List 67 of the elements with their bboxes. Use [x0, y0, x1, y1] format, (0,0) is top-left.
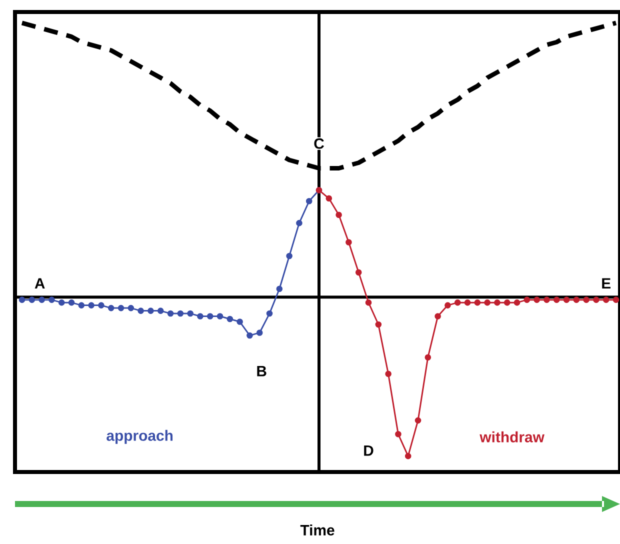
point: [563, 296, 570, 303]
annotation: D: [364, 445, 374, 456]
point: [296, 220, 302, 226]
point: [177, 310, 184, 317]
point: [375, 321, 382, 328]
point: [583, 296, 590, 303]
annotation: C: [314, 138, 324, 149]
point: [534, 296, 540, 303]
point: [98, 302, 104, 308]
point: [68, 299, 75, 306]
point: [346, 239, 352, 246]
point: [236, 318, 243, 325]
point: [336, 212, 342, 218]
annotation: approach: [106, 430, 173, 444]
point: [48, 296, 55, 303]
annotation: A: [34, 278, 45, 289]
point: [18, 296, 26, 303]
point: [454, 299, 461, 306]
point: [118, 304, 124, 312]
point: [484, 299, 490, 306]
point: [365, 299, 372, 306]
point: [108, 304, 114, 312]
point: [58, 299, 65, 306]
point: [78, 302, 85, 308]
point: [216, 313, 224, 320]
point: [197, 313, 204, 320]
point: [593, 296, 600, 303]
annotation: withdraw: [480, 431, 544, 442]
point: [206, 313, 214, 320]
point: [286, 252, 292, 260]
point: [395, 431, 402, 438]
point: [226, 316, 234, 322]
point: [444, 302, 451, 308]
point: [306, 198, 312, 204]
point: [573, 296, 580, 303]
point: [385, 370, 392, 377]
point: [28, 296, 36, 303]
point: [464, 299, 471, 306]
point: [404, 452, 412, 460]
point: [148, 308, 154, 314]
point: [276, 286, 283, 292]
point: [474, 299, 481, 306]
point: [167, 310, 174, 317]
point: [434, 313, 441, 320]
point: [88, 302, 94, 308]
point: [514, 299, 520, 306]
point: [246, 332, 253, 339]
point: [187, 310, 194, 317]
point: [256, 330, 263, 336]
point: [326, 195, 332, 202]
point: [424, 354, 432, 361]
point: [38, 296, 45, 303]
point: [266, 310, 273, 317]
point: [138, 308, 144, 314]
point: [157, 308, 164, 314]
x-axis-title: Time: [300, 524, 334, 536]
point: [494, 299, 500, 306]
annotation: E: [602, 278, 610, 289]
point: [544, 296, 550, 303]
point: [504, 299, 510, 306]
annotation: B: [257, 366, 266, 376]
point: [602, 296, 610, 303]
point: [414, 417, 422, 424]
point: [524, 296, 530, 303]
point: [128, 304, 134, 312]
point: [553, 296, 560, 303]
point: [355, 269, 362, 276]
